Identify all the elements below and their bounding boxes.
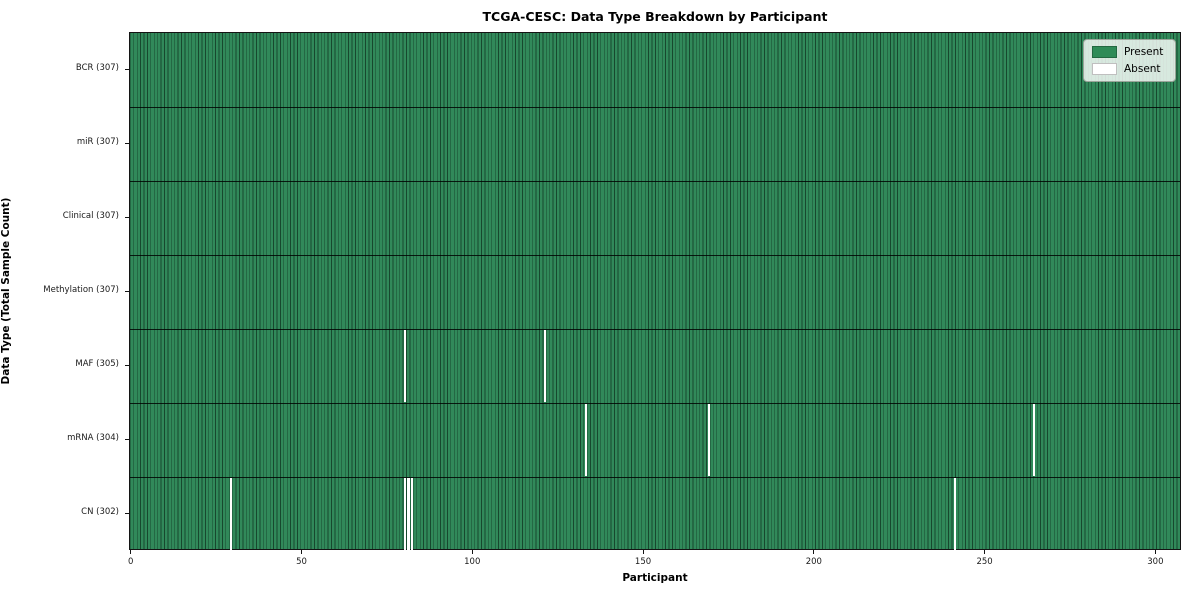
absent-cell	[404, 477, 407, 551]
y-tick-label: CN (302)	[81, 507, 119, 517]
x-tick-label: 50	[296, 557, 307, 567]
legend-label: Present	[1124, 46, 1164, 58]
x-tick-label: 200	[805, 557, 822, 567]
y-tick-mark	[125, 438, 129, 440]
x-tick-label: 100	[464, 557, 481, 567]
x-tick-label: 150	[634, 557, 652, 567]
absent-cell	[708, 403, 711, 477]
row-divider-line	[130, 476, 1180, 478]
y-tick-mark	[125, 216, 129, 218]
x-tick-mark	[1154, 550, 1156, 554]
absent-cell	[410, 477, 414, 551]
x-tick-label: 250	[976, 557, 993, 567]
y-tick-mark	[125, 512, 129, 514]
y-tick-label: mRNA (304)	[67, 433, 119, 443]
absent-cell	[1032, 403, 1035, 477]
row-divider-line	[130, 328, 1180, 330]
absent-cell	[585, 403, 588, 477]
x-tick-label: 0	[127, 557, 134, 567]
x-tick-mark	[642, 550, 644, 554]
absent-cell	[544, 329, 547, 403]
y-tick-label: Methylation (307)	[43, 285, 119, 295]
row-divider-line	[130, 180, 1180, 182]
x-tick-label: 300	[1147, 557, 1164, 567]
legend-label: Absent	[1124, 63, 1161, 75]
absent-cell	[229, 477, 233, 551]
x-tick-mark	[300, 550, 302, 554]
chart-title: TCGA-CESC: Data Type Breakdown by Partic…	[482, 9, 828, 24]
y-tick-label: miR (307)	[76, 137, 119, 147]
x-tick-mark	[813, 550, 815, 554]
absent-cell	[953, 477, 957, 551]
y-tick-label: MAF (305)	[75, 359, 119, 369]
absent-cell	[404, 329, 407, 403]
legend-item: Present	[1092, 46, 1167, 58]
y-tick-mark	[125, 142, 129, 144]
plot-area	[129, 32, 1181, 551]
y-tick-label: BCR (307)	[75, 63, 119, 73]
row-divider-line	[130, 106, 1180, 108]
legend-swatch-absent	[1092, 63, 1117, 75]
row-divider-line	[130, 402, 1180, 404]
y-tick-label: Clinical (307)	[62, 211, 119, 221]
legend-swatch-present	[1092, 46, 1117, 58]
x-tick-mark	[984, 550, 986, 554]
y-tick-mark	[125, 290, 129, 292]
x-tick-mark	[471, 550, 473, 554]
y-tick-mark	[125, 68, 129, 70]
row-divider-line	[130, 254, 1180, 256]
absent-cell	[407, 477, 410, 551]
x-axis-label: Participant	[622, 572, 688, 584]
legend: Present Absent	[1083, 39, 1176, 82]
y-tick-mark	[125, 364, 129, 366]
legend-item: Absent	[1092, 63, 1167, 75]
x-tick-mark	[130, 550, 132, 554]
